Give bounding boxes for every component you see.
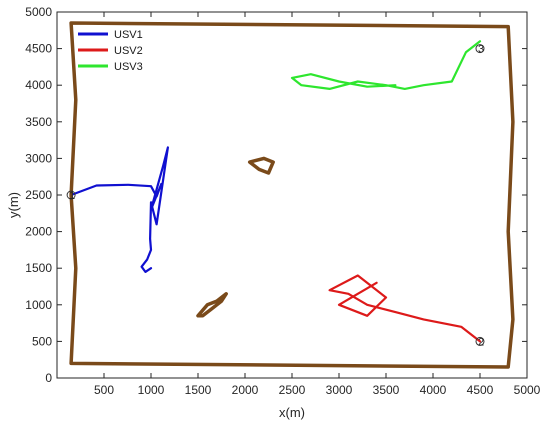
y-tick-label: 1500 [25,261,52,275]
y-tick-label: 4500 [25,42,52,56]
boundary-line [69,21,515,369]
boundary-layer [69,21,515,369]
obstacles-layer [196,156,275,318]
start-marker-label-3: 3 [478,44,484,56]
x-tick-label: 2500 [279,383,306,397]
y-tick-label: 1000 [25,298,52,312]
y-tick-label: 500 [32,334,52,348]
start-marker-label-1: 1 [69,190,75,202]
obstacle-1 [196,292,228,318]
y-tick-label: 3000 [25,151,52,165]
y-axis-label: y(m) [6,192,21,218]
x-tick-label: 500 [94,383,114,397]
y-tick-label: 2500 [25,188,52,202]
series-layer [70,40,482,343]
x-axis-label: x(m) [279,405,305,420]
x-tick-label: 2000 [232,383,259,397]
series-line-usv1 [70,146,169,273]
start-marker-1 [66,190,76,200]
x-tick-label: 4000 [420,383,447,397]
y-tick-label: 0 [45,371,52,385]
y-tick-label: 2000 [25,225,52,239]
start-marker-3 [475,44,485,54]
series-line-usv2 [328,274,482,343]
obstacle-2 [247,156,275,175]
legend-label-usv2: USV2 [114,45,143,57]
markers-layer: 1 2 3 [66,44,485,348]
y-tick-label: 4000 [25,78,52,92]
y-tick-label: 3500 [25,115,52,129]
x-tick-label: 1000 [138,383,165,397]
legend-label-usv3: USV3 [114,61,143,73]
x-tick-label: 5000 [514,383,541,397]
series-line-usv3 [290,40,482,90]
x-tick-label: 3000 [326,383,353,397]
y-tick-label: 5000 [25,5,52,19]
legend-label-usv1: USV1 [114,29,143,41]
x-tick-label: 3500 [373,383,400,397]
legend: USV1 USV2 USV3 [78,29,143,73]
start-marker-2 [475,336,485,346]
x-tick-label: 4500 [467,383,494,397]
ticks-layer: 500 1000 1500 2000 2500 3000 3500 4000 4500 50000… [25,5,540,397]
x-tick-label: 1500 [185,383,212,397]
start-marker-label-2: 2 [478,336,484,348]
plot-area [56,11,528,379]
